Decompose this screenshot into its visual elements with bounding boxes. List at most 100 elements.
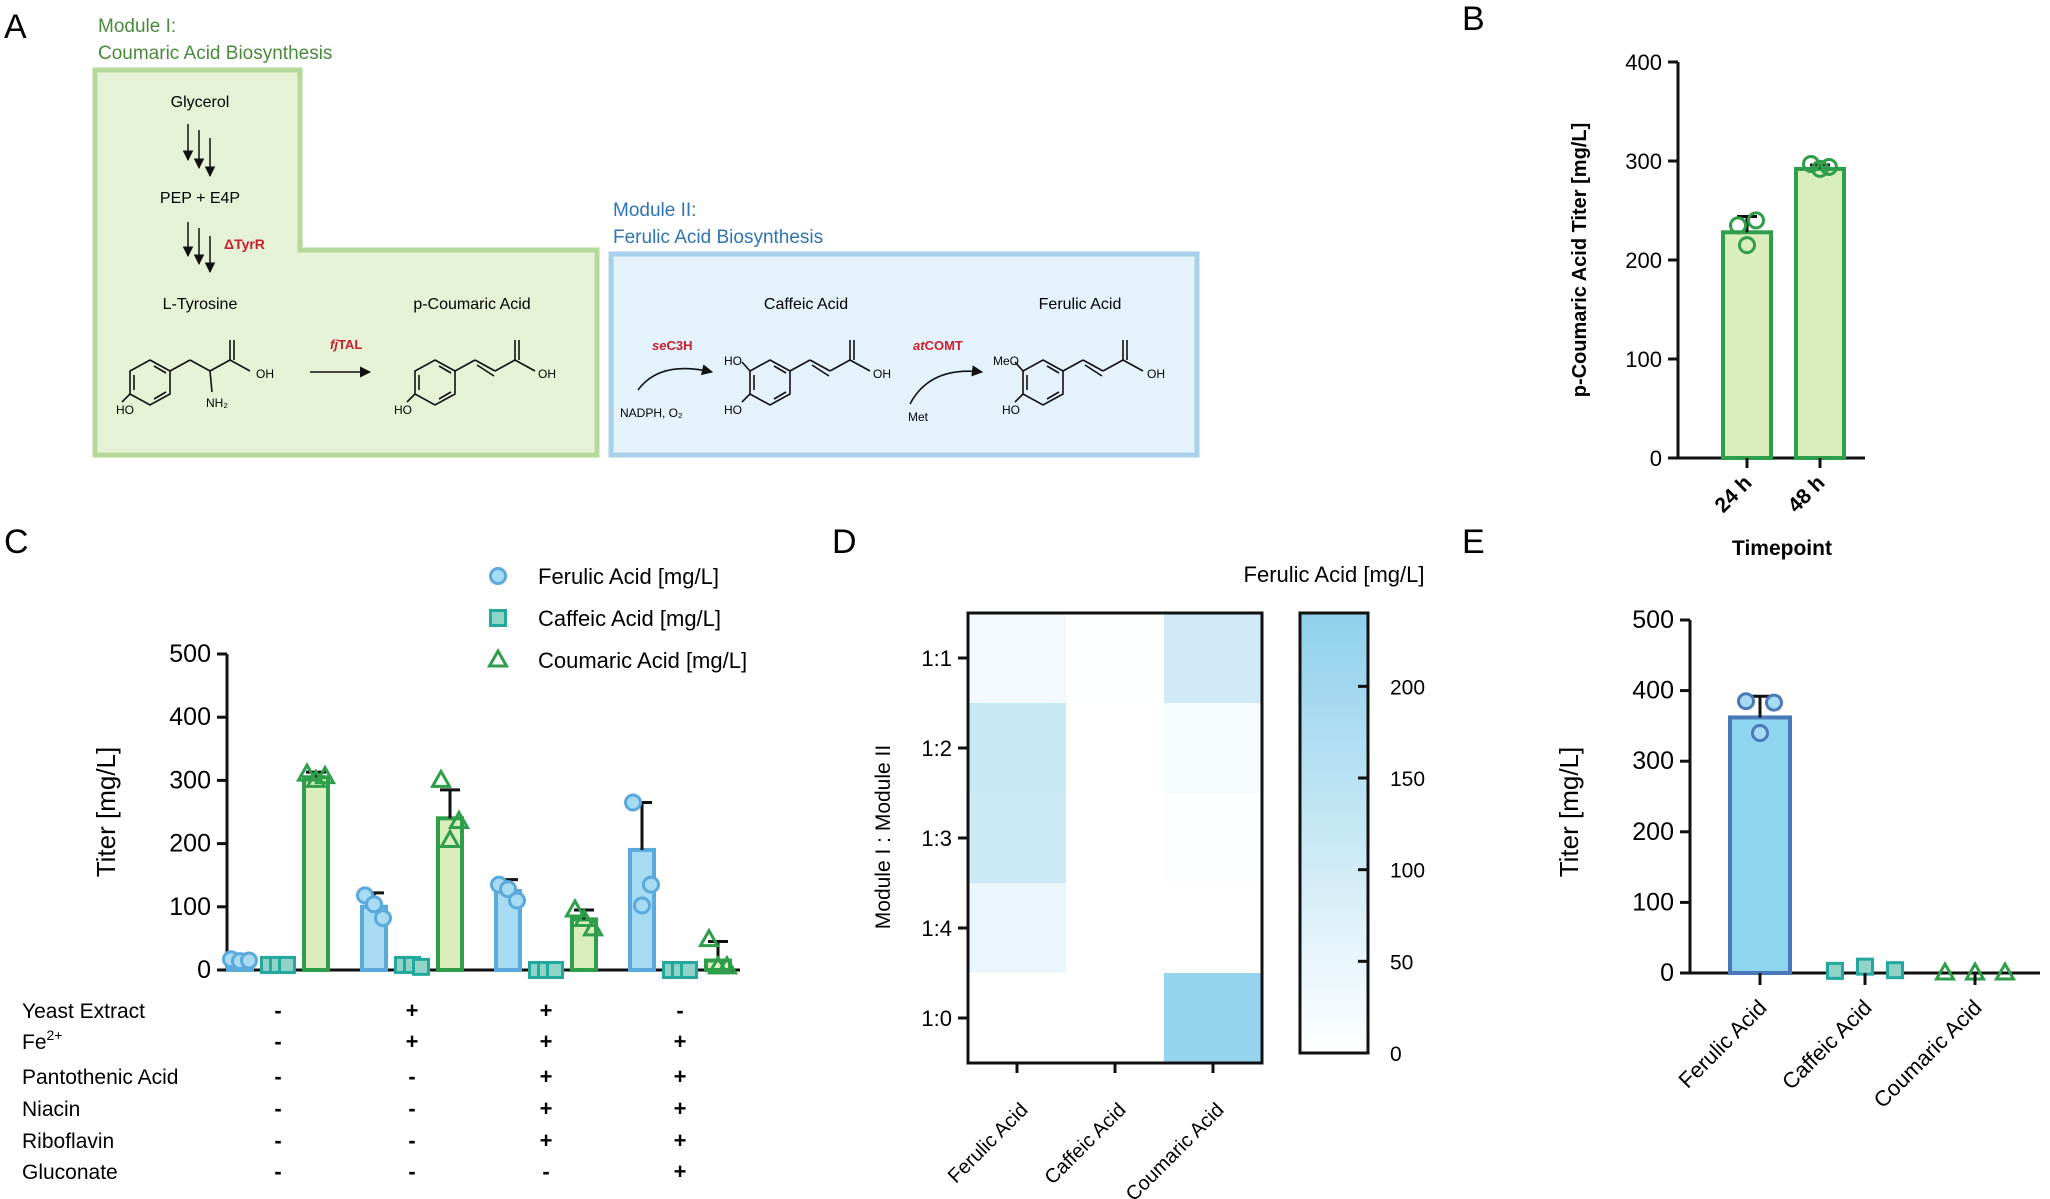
d-row-label: 1:3 (921, 826, 952, 851)
multi-step-arrows-1 (182, 124, 216, 178)
d-heatmap-cell (1066, 613, 1164, 703)
caffeic-ho-1: HO (724, 354, 742, 368)
b-data-point (1729, 216, 1747, 235)
d-heatmap-cell (968, 973, 1066, 1063)
c-y-tick-label: 400 (169, 703, 211, 731)
panel-label-b: B (1462, 0, 1485, 38)
d-y-axis-title: Module I : Module II (872, 745, 895, 929)
chart-c: 0 100 200 300 400 500 Titer [mg/L] Ferulic Acid… (22, 564, 747, 1184)
panel-label-c: C (4, 523, 29, 561)
d-heatmap-cell (1164, 703, 1262, 793)
chart-d: 1:1 1:2 1:3 1:4 1:0 Ferulic Acid Caffeic AcidC… (872, 562, 1425, 1199)
panel-c: C 0 100 200 300 400 500 Titer [mg/L] Ferulic Ac… (4, 523, 747, 1184)
c-fe-superscript: 2+ (47, 1027, 63, 1043)
d-heatmap-cell (1066, 703, 1164, 793)
c-legend-label: Ferulic Acid [mg/L] (538, 564, 719, 589)
caffeic-oh: OH (873, 367, 891, 381)
caffeic-label: Caffeic Acid (764, 296, 848, 313)
e-y-tick-label: 0 (1660, 959, 1674, 987)
ferulic-oh: OH (1147, 367, 1165, 381)
c-condition-symbol: - (408, 1064, 415, 1089)
panel-e: E 0 100 200 300 400 500 Titer [mg/L] Ferulic Ac… (1462, 523, 2040, 1113)
c-condition-symbol: + (406, 998, 419, 1023)
c-y-tick-label: 0 (197, 956, 211, 984)
e-data-point (1993, 960, 2017, 981)
tyrosine-nh2: NH₂ (206, 396, 228, 410)
c-data-point (429, 768, 453, 788)
c-condition-symbol: + (674, 1128, 687, 1153)
ferulic-meo: MeO (993, 354, 1019, 368)
d-col-label: Ferulic Acid (944, 1099, 1033, 1188)
c-condition-symbol: - (542, 1159, 549, 1184)
tyrosine-structure (121, 340, 251, 406)
c-data-point (295, 762, 319, 782)
c-condition-label: Riboflavin (22, 1130, 114, 1153)
c-condition-symbol: - (274, 1128, 281, 1153)
c-data-point (546, 961, 564, 979)
b-bar (1794, 166, 1846, 460)
module1-box (92, 67, 600, 458)
c-data-point (697, 927, 721, 948)
c-data-point (642, 875, 660, 894)
d-heatmap-cell (1164, 883, 1262, 973)
b-data-point (1747, 211, 1765, 230)
e-x-tick-label: Caffeic Acid (1777, 995, 1877, 1095)
b-y-tick-label: 300 (1625, 149, 1662, 174)
e-data-point (1765, 693, 1783, 712)
panel-b: B 0 100 200 300 400 24 h 48 h Timepoint p-Coumar… (1462, 0, 1865, 560)
p-coumaric-structure (406, 340, 536, 406)
c-condition-symbol: + (674, 1096, 687, 1121)
c-condition-label: Niacin (22, 1098, 80, 1121)
tyrosine-ho: HO (116, 403, 134, 417)
d-colorbar-tick-label: 50 (1390, 951, 1413, 974)
c-condition-symbol: + (674, 1029, 687, 1054)
glycerol-label: Glycerol (171, 94, 230, 111)
c-legend-marker (486, 647, 510, 668)
c-data-point (624, 793, 642, 812)
d-heatmap-cell (968, 613, 1066, 703)
caffeic-ho-2: HO (724, 403, 742, 417)
c-data-point (278, 955, 296, 974)
d-row-label: 1:2 (921, 736, 952, 761)
c-y-tick-label: 300 (169, 766, 211, 794)
c-data-point (447, 809, 471, 829)
c-data-point (374, 909, 392, 928)
d-col-label: Caffeic Acid (1041, 1099, 1131, 1189)
c-condition-symbol: - (274, 998, 281, 1023)
panel-a: A Module I: Coumaric Acid Biosynthesis M… (4, 8, 1200, 458)
chart-e: 0 100 200 300 400 500 Titer [mg/L] Ferulic Acid… (1554, 606, 2040, 1113)
c-data-point (412, 957, 430, 976)
c-condition-symbol: - (274, 1159, 281, 1184)
c-condition-symbol: - (676, 998, 683, 1023)
c3h-arrow (637, 364, 714, 391)
d-col-label: Coumaric Acid (1122, 1099, 1229, 1199)
e-data-point (1737, 692, 1755, 711)
multi-step-arrows-2 (182, 222, 216, 274)
c-condition-symbol: - (274, 1064, 281, 1089)
b-y-tick-label: 0 (1650, 446, 1662, 471)
module1-title-1: Module I: (98, 16, 176, 37)
panel-label-d: D (832, 523, 857, 561)
module2-title-1: Module II: (613, 200, 696, 221)
c-legend-label: Coumaric Acid [mg/L] (538, 648, 747, 673)
c-data-point (240, 951, 258, 970)
c-condition-label: Fe2+ (22, 1027, 62, 1054)
b-y-tick-label: 200 (1625, 248, 1662, 273)
met-label: Met (908, 410, 929, 424)
c-condition-symbol: - (408, 1128, 415, 1153)
c-legend-label: Caffeic Acid [mg/L] (538, 606, 721, 631)
c-condition-symbol: + (406, 1029, 419, 1054)
comt-arrow (909, 365, 984, 405)
d-colorbar-title: Ferulic Acid [mg/L] (1244, 562, 1425, 587)
e-data-point (1826, 961, 1844, 980)
d-heatmap-cell (1164, 613, 1262, 703)
c-y-axis-title: Titer [mg/L] (91, 747, 121, 878)
b-data-point (1802, 154, 1820, 173)
d-heatmap-cell (968, 883, 1066, 973)
panel-label-a: A (4, 8, 27, 46)
c-legend-marker (489, 567, 507, 585)
p-coumaric-ho: HO (394, 403, 412, 417)
d-heatmap-cell (968, 793, 1066, 883)
d-heatmap-cell (1164, 793, 1262, 883)
